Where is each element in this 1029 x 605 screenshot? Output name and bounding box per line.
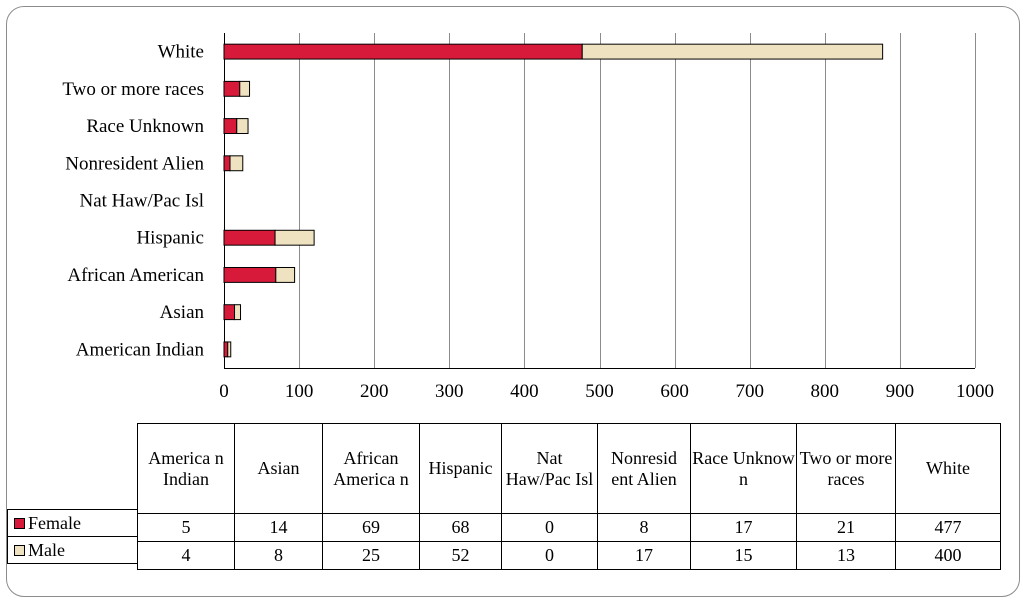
bar-female xyxy=(223,229,276,246)
table-cell: 8 xyxy=(234,541,323,570)
bar-male xyxy=(581,43,884,60)
table-cell: 13 xyxy=(796,541,896,570)
category-label: Race Unknown xyxy=(86,116,204,137)
table-cell: 17 xyxy=(690,513,797,542)
x-tick-label: 600 xyxy=(660,381,689,402)
table-header-row: America n Indian Asian African America n… xyxy=(137,423,1001,514)
table-header-cell: African America n xyxy=(322,423,420,514)
x-tick-label: 700 xyxy=(735,381,764,402)
legend-label-female: Female xyxy=(28,512,81,533)
table-header-cell: Asian xyxy=(234,423,323,514)
female-swatch-icon xyxy=(14,517,25,529)
category-label: American Indian xyxy=(76,339,205,360)
category-label: African American xyxy=(67,265,204,286)
table-cell: 69 xyxy=(322,513,420,542)
table-cell: 0 xyxy=(501,513,598,542)
table-cell: 25 xyxy=(322,541,420,570)
bar-male xyxy=(234,304,242,321)
bar-male xyxy=(227,341,232,358)
table-row-male: 4 8 25 52 0 17 15 13 400 xyxy=(137,541,1001,570)
category-label: Asian xyxy=(160,302,205,323)
x-tick-label: 0 xyxy=(219,381,229,402)
category-label: Nonresident Alien xyxy=(65,153,204,174)
bar-male xyxy=(239,80,251,97)
x-tick-label: 100 xyxy=(285,381,314,402)
table-cell: 52 xyxy=(419,541,502,570)
table-header-cell: Race Unknow n xyxy=(690,423,797,514)
x-tick-label: 400 xyxy=(510,381,539,402)
table-header-cell: White xyxy=(895,423,1001,514)
bar-female xyxy=(223,118,238,135)
bar-female xyxy=(223,155,231,172)
category-label: Nat Haw/Pac Isl xyxy=(79,191,204,212)
category-label: White xyxy=(158,42,204,63)
table-cell: 21 xyxy=(796,513,896,542)
legend-row-female: Female xyxy=(7,509,137,537)
x-tick-label: 1000 xyxy=(956,381,994,402)
table-cell: 400 xyxy=(895,541,1001,570)
bar-female xyxy=(223,267,277,283)
table-header-cell: Hispanic xyxy=(419,423,502,514)
category-label: Hispanic xyxy=(136,228,204,249)
x-tick-label: 900 xyxy=(886,381,915,402)
male-swatch-icon xyxy=(14,544,25,556)
table-cell: 17 xyxy=(597,541,691,570)
stacked-bar-chart: 0 100 200 300 400 500 600 700 800 900 1000 American… xyxy=(62,33,994,402)
legend-row-male: Male xyxy=(7,536,137,564)
table-cell: 8 xyxy=(597,513,691,542)
table-cell: 5 xyxy=(137,513,235,542)
legend-label-male: Male xyxy=(28,539,65,560)
x-tick-label: 300 xyxy=(435,381,464,402)
data-table: America n Indian Asian African America n… xyxy=(137,423,1001,570)
table-row-female: 5 14 69 68 0 8 17 21 477 xyxy=(137,513,1001,542)
bar-male xyxy=(275,267,296,283)
table-cell: 68 xyxy=(419,513,502,542)
table-header-cell: Two or more races xyxy=(796,423,896,514)
table-cell: 14 xyxy=(234,513,323,542)
bar-female xyxy=(223,80,241,97)
x-tick-label: 200 xyxy=(360,381,389,402)
bar-male xyxy=(236,118,249,135)
table-cell: 4 xyxy=(137,541,235,570)
bar-male xyxy=(274,229,315,246)
table-header-cell: Nat Haw/Pac Isl xyxy=(501,423,598,514)
table-header-cell: Nonresid ent Alien xyxy=(597,423,691,514)
bar-male xyxy=(229,155,244,172)
table-cell: 15 xyxy=(690,541,797,570)
bar-female xyxy=(223,304,236,321)
bar-female xyxy=(223,43,583,60)
category-label: Two or more races xyxy=(62,79,204,100)
bar-female xyxy=(223,341,229,358)
table-cell: 477 xyxy=(895,513,1001,542)
x-tick-label: 800 xyxy=(811,381,840,402)
table-cell: 0 xyxy=(501,541,598,570)
table-header-cell: America n Indian xyxy=(137,423,235,514)
x-tick-label: 500 xyxy=(585,381,614,402)
